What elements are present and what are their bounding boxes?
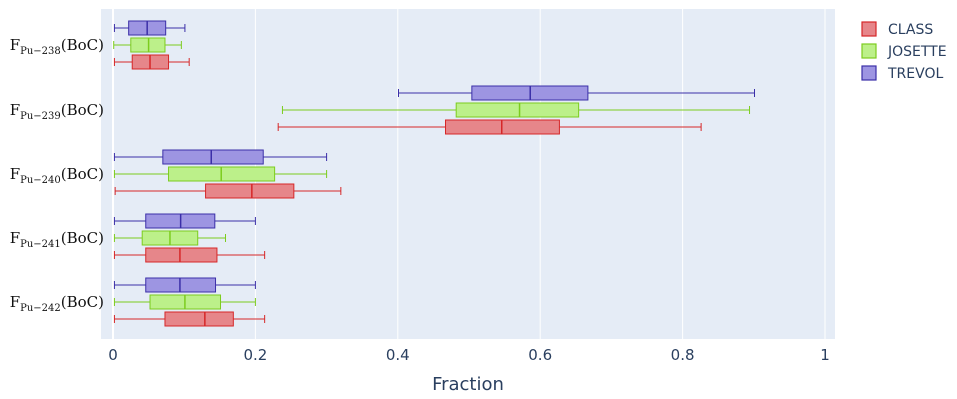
legend-item-josette[interactable]: JOSETTE — [861, 43, 947, 60]
x-tick-label: 0 — [108, 346, 118, 364]
iqr-box — [455, 102, 580, 118]
iqr-box — [164, 311, 234, 327]
legend[interactable]: CLASS JOSETTE TREVOL — [861, 21, 947, 82]
x-tick-label: 0.6 — [528, 346, 552, 364]
box-trevol[interactable] — [398, 85, 756, 101]
iqr-box — [162, 149, 264, 165]
box-josette[interactable] — [113, 294, 256, 310]
legend-item-class[interactable]: CLASS — [861, 21, 933, 38]
box-class[interactable] — [114, 183, 342, 199]
legend-swatch — [861, 65, 877, 81]
x-tick-label: 1 — [820, 346, 830, 364]
legend-swatch — [861, 43, 877, 59]
x-tick-label: 0.8 — [671, 346, 695, 364]
box-class[interactable] — [113, 247, 266, 263]
box-class[interactable] — [113, 54, 190, 70]
box-class[interactable] — [113, 311, 266, 327]
box-trevol[interactable] — [113, 20, 186, 36]
legend-label: CLASS — [888, 22, 933, 38]
y-category-label: FPu−242(BoC) — [10, 293, 104, 314]
box-series-group — [113, 20, 756, 327]
y-category-labels: FPu−238(BoC) FPu−239(BoC) FPu−240(BoC) FPu−… — [10, 36, 104, 314]
legend-label: JOSETTE — [887, 44, 947, 60]
box-trevol[interactable] — [113, 277, 256, 293]
legend-label: TREVOL — [887, 66, 943, 82]
y-category-label: FPu−239(BoC) — [10, 101, 104, 122]
box-josette[interactable] — [113, 166, 328, 182]
box-josette[interactable] — [113, 230, 226, 246]
x-tick-label: 0.4 — [386, 346, 410, 364]
x-tick-labels: 0 0.2 0.4 0.6 0.8 1 — [108, 346, 830, 364]
box-class[interactable] — [277, 119, 702, 135]
iqr-box — [145, 247, 218, 263]
box-trevol[interactable] — [113, 213, 256, 229]
legend-item-trevol[interactable]: TREVOL — [861, 65, 943, 82]
x-axis-title: Fraction — [432, 374, 504, 395]
box-trevol[interactable] — [113, 149, 328, 165]
box-josette[interactable] — [113, 37, 182, 53]
legend-swatch — [861, 21, 877, 37]
iqr-box — [205, 183, 295, 199]
grid-lines — [112, 9, 826, 339]
y-category-label: FPu−240(BoC) — [10, 165, 104, 186]
y-category-label: FPu−241(BoC) — [10, 229, 104, 250]
y-category-label: FPu−238(BoC) — [10, 36, 104, 57]
x-tick-label: 0.2 — [243, 346, 267, 364]
box-josette[interactable] — [281, 102, 751, 118]
